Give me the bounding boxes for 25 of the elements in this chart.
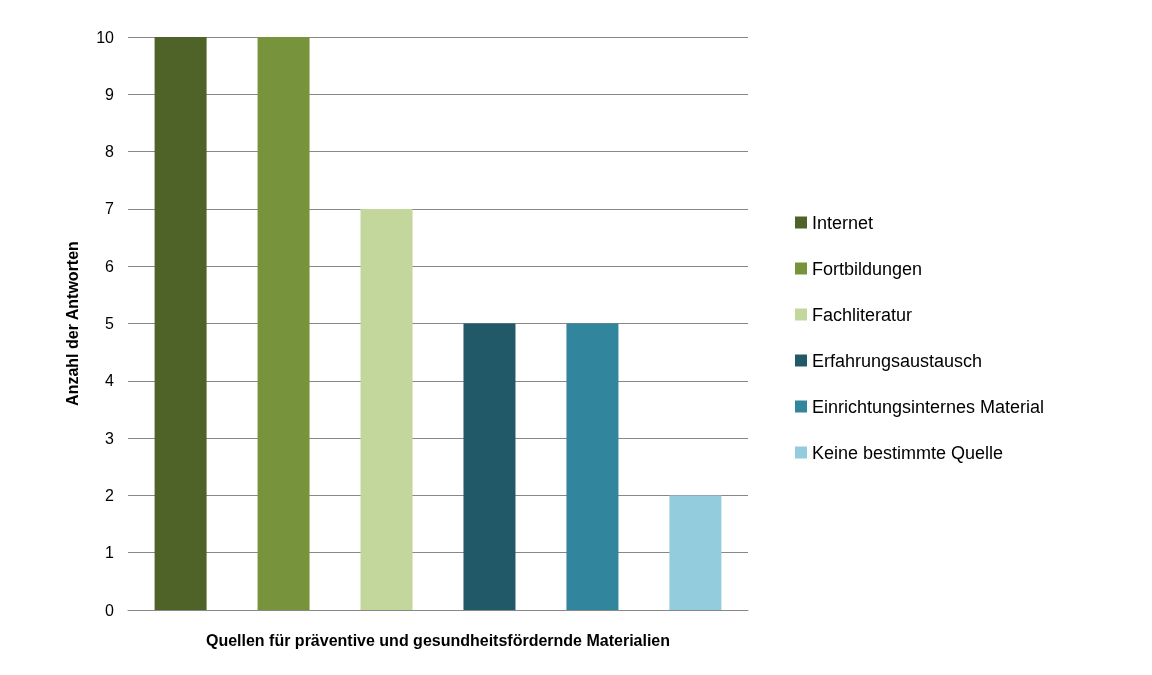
bar [257,37,310,610]
y-tick-label: 8 [105,143,115,161]
bar [154,37,207,610]
y-tick-label: 1 [105,544,115,562]
y-axis-title: Anzahl der Antworten [63,241,81,406]
y-tick-label: 3 [105,429,115,447]
bar [463,323,516,610]
legend-label: Keine bestimmte Quelle [812,442,1004,463]
y-tick-label: 10 [96,28,115,46]
legend-label: Fortbildungen [812,258,923,279]
y-tick-label: 2 [105,486,115,504]
bar [360,208,413,610]
bar [669,495,722,610]
x-axis-title: Quellen für präventive und gesundheitsfördernde Materialien [205,631,671,649]
legend-label: Fachliteratur [812,304,913,325]
bar [566,323,619,610]
legend-label: Einrichtungsinternes Material [812,396,1045,417]
y-tick-label: 6 [105,257,115,275]
y-tick-label: 0 [105,601,115,619]
y-tick-label: 7 [105,200,115,218]
legend-label: Internet [812,212,874,233]
y-tick-label: 4 [105,372,115,390]
y-tick-label: 9 [105,85,115,103]
legend-label: Erfahrungsaustausch [812,350,983,371]
y-tick-label: 5 [105,315,115,332]
